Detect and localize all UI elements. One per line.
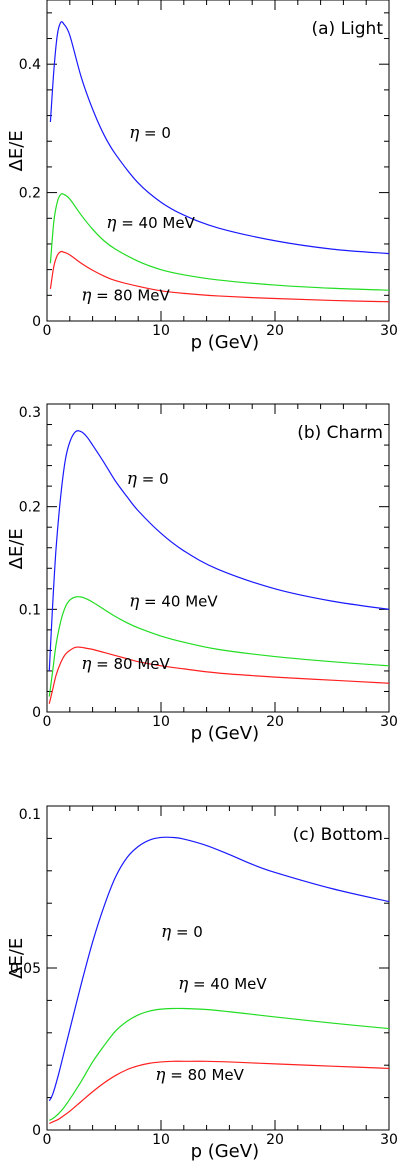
y-tick-label: 0.05 — [10, 961, 41, 977]
series-line-1 — [49, 21, 390, 255]
curve-annotation-3: η = 80 MeV — [155, 1065, 244, 1085]
series-line-3 — [49, 1060, 390, 1125]
y-axis-label: ΔE/E — [6, 528, 27, 569]
panel-label: (a) Light — [311, 19, 383, 39]
x-tick-label: 30 — [380, 1132, 398, 1148]
x-tick-label: 10 — [152, 1132, 170, 1148]
series-line-3 — [49, 250, 390, 303]
x-tick-label: 20 — [266, 714, 284, 730]
eta-symbol: η — [81, 285, 92, 305]
y-tick-label: 0.2 — [19, 500, 41, 516]
curve-annotation-2: η = 40 MeV — [129, 591, 218, 611]
chart-panel-2: 0 10 20 30 0 0.1 0.2 0.3 p (GeV) ΔE/E (b) Charm η =… — [6, 403, 398, 744]
eta-symbol: η — [161, 922, 172, 942]
curve-annotation-3: η = 80 MeV — [81, 285, 170, 305]
x-tick-label: 10 — [152, 714, 170, 730]
panel-label: (c) Bottom — [293, 825, 383, 845]
annotation-text: = 80 MeV — [91, 286, 170, 304]
x-axis-label: p (GeV) — [191, 1141, 260, 1162]
x-tick-label: 20 — [266, 1132, 284, 1148]
x-tick-label: 0 — [43, 323, 52, 339]
curve-annotation-2: η = 40 MeV — [178, 974, 267, 994]
y-tick-label: 0 — [32, 705, 41, 721]
x-axis-label: p (GeV) — [191, 332, 260, 353]
y-tick-label: 0.3 — [19, 405, 41, 421]
x-axis-label: p (GeV) — [191, 723, 260, 744]
y-axis-label: ΔE/E — [6, 938, 27, 979]
annotation-text: = 80 MeV — [165, 1066, 244, 1084]
annotation-text: = 80 MeV — [91, 655, 170, 673]
eta-symbol: η — [81, 654, 92, 674]
annotation-text: = 0 — [139, 124, 171, 142]
y-tick-label: 0.4 — [19, 57, 41, 73]
x-tick-label: 20 — [266, 323, 284, 339]
eta-symbol: η — [129, 123, 140, 143]
eta-symbol: η — [127, 469, 138, 489]
x-tick-label: 10 — [152, 323, 170, 339]
x-tick-label: 30 — [380, 323, 398, 339]
eta-symbol: η — [155, 1065, 166, 1085]
curve-annotation-1: η = 0 — [129, 123, 171, 143]
x-tick-label: 0 — [43, 1132, 52, 1148]
annotation-text: = 0 — [137, 470, 169, 488]
x-tick-label: 30 — [380, 714, 398, 730]
annotation-text: = 40 MeV — [139, 592, 218, 610]
x-tick-label: 0 — [43, 714, 52, 730]
eta-symbol: η — [106, 213, 117, 233]
eta-symbol: η — [178, 974, 189, 994]
series-line-1 — [48, 836, 390, 1102]
series-line-1 — [48, 430, 390, 671]
series-line-2 — [48, 596, 390, 697]
series-line-2 — [49, 193, 390, 291]
eta-symbol: η — [129, 591, 140, 611]
chart-panel-3: 0 10 20 30 0 0.05 0.1 p (GeV) ΔE/E (c) Bottom η = … — [6, 805, 398, 1162]
series-line-3 — [48, 646, 390, 704]
plot-frame — [46, 403, 390, 713]
curve-annotation-2: η = 40 MeV — [106, 213, 195, 233]
curve-annotation-1: η = 0 — [127, 469, 169, 489]
y-tick-label: 0.1 — [19, 602, 41, 618]
y-tick-label: 0 — [32, 314, 41, 330]
y-tick-label: 0.1 — [19, 807, 41, 823]
y-tick-label: 0.2 — [19, 186, 41, 202]
curve-annotation-3: η = 80 MeV — [81, 654, 170, 674]
annotation-text: = 40 MeV — [188, 975, 267, 993]
annotation-text: = 40 MeV — [116, 214, 195, 232]
annotation-text: = 0 — [171, 923, 203, 941]
y-tick-label: 0 — [32, 1123, 41, 1139]
plot-frame — [46, 0, 390, 322]
curve-annotation-1: η = 0 — [161, 922, 203, 942]
panel-label: (b) Charm — [297, 423, 383, 443]
series-line-2 — [49, 1007, 390, 1121]
y-axis-label: ΔE/E — [6, 130, 27, 171]
